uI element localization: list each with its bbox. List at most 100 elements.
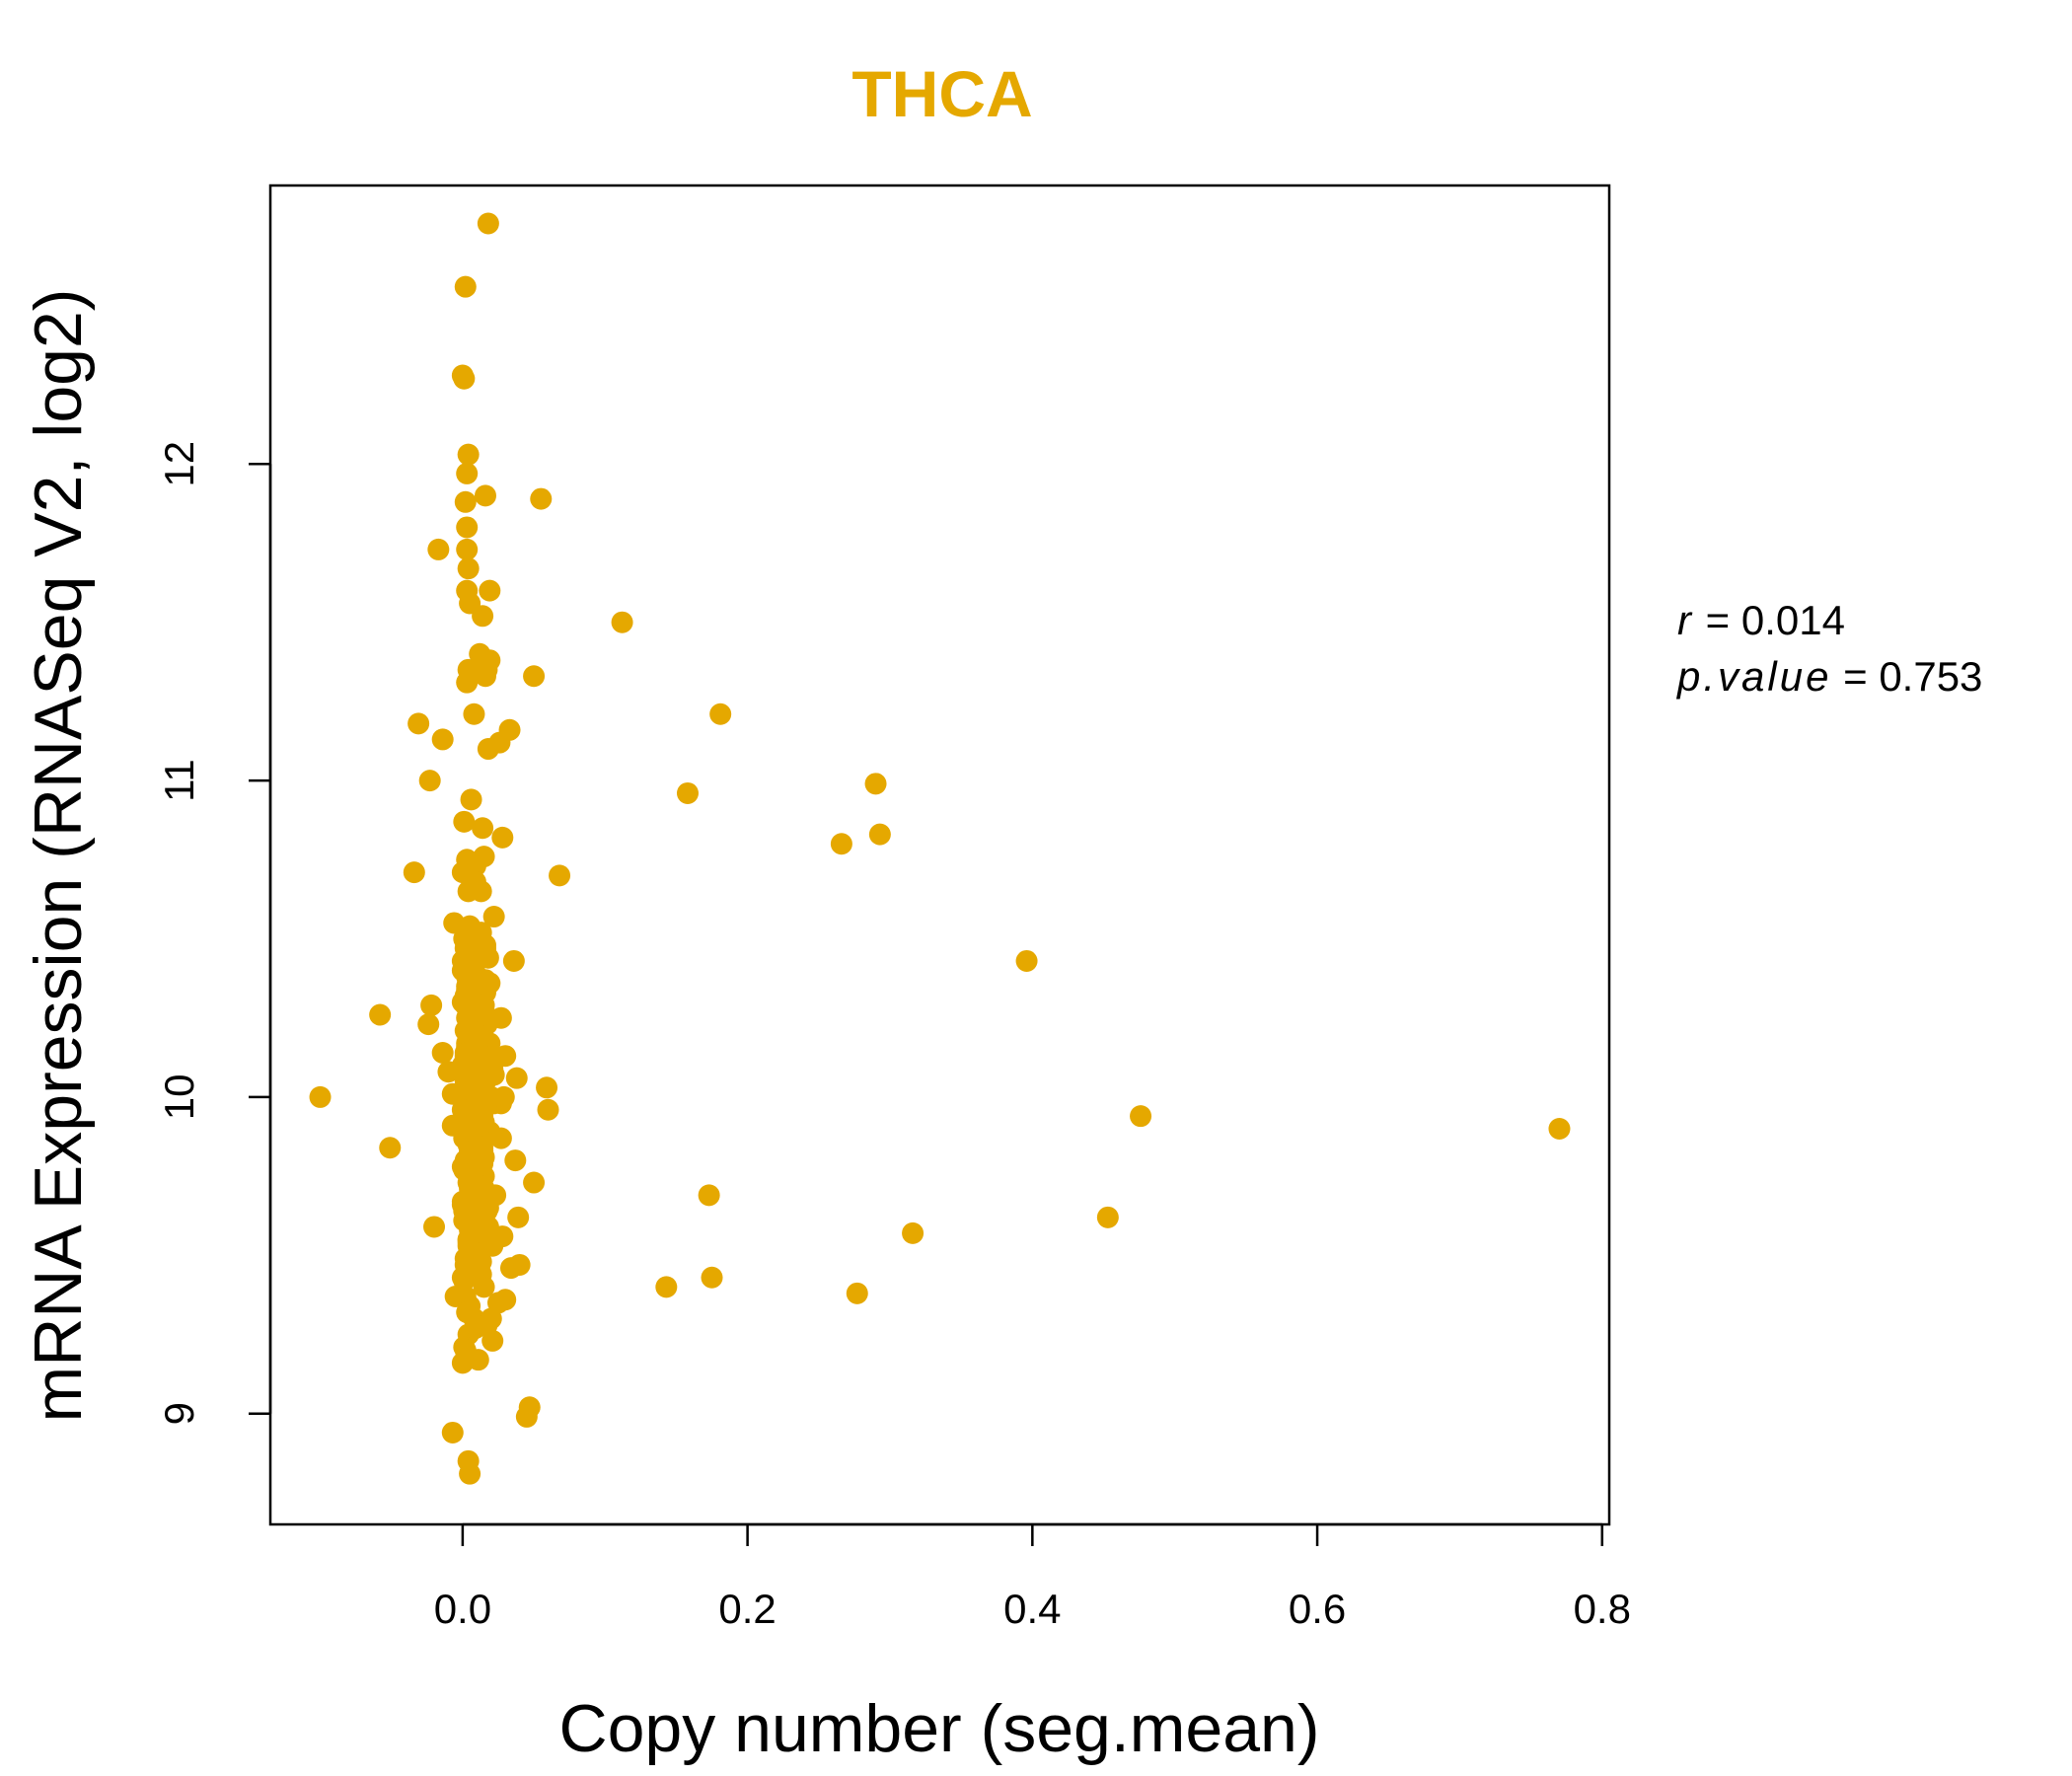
- data-point: [470, 922, 492, 944]
- x-tick-label: 0.0: [434, 1586, 491, 1632]
- data-point: [499, 1257, 522, 1280]
- y-tick-label: 12: [156, 441, 202, 487]
- data-point: [474, 484, 496, 507]
- data-point: [1548, 1117, 1571, 1140]
- data-point: [420, 994, 443, 1016]
- data-point: [530, 487, 553, 510]
- data-point: [460, 1019, 482, 1042]
- data-point: [456, 988, 479, 1010]
- data-point: [505, 1067, 528, 1089]
- data-point: [463, 703, 485, 725]
- p-label: p.value: [1677, 653, 1832, 700]
- data-point: [476, 658, 498, 681]
- data-point: [403, 861, 425, 884]
- data-point: [472, 940, 494, 963]
- x-tick-label: 0.2: [718, 1586, 776, 1632]
- data-point: [457, 443, 480, 466]
- r-value: 0.014: [1740, 597, 1845, 643]
- data-point: [418, 770, 441, 792]
- data-point: [502, 949, 525, 972]
- data-point: [709, 703, 732, 725]
- data-point: [463, 956, 485, 979]
- data-point: [523, 1171, 546, 1194]
- data-point: [549, 864, 571, 887]
- y-tick-label: 11: [156, 759, 202, 802]
- data-point: [453, 367, 476, 390]
- data-point: [868, 823, 891, 846]
- data-point: [441, 1421, 464, 1443]
- data-point: [454, 1051, 477, 1073]
- data-point: [369, 1003, 392, 1026]
- x-tick-label: 0.4: [1003, 1586, 1061, 1632]
- p-value-stat: p.value = 0.753: [1677, 653, 1983, 700]
- data-point: [864, 773, 887, 795]
- chart-title: THCA: [851, 57, 1032, 130]
- data-point: [536, 1076, 558, 1099]
- x-axis: 0.0 0.2 0.4 0.6 0.8: [434, 1522, 1631, 1632]
- data-point: [453, 810, 476, 833]
- data-point: [423, 1216, 446, 1238]
- x-tick-label: 0.8: [1574, 1586, 1631, 1632]
- data-point: [477, 212, 499, 235]
- data-point: [309, 1085, 332, 1108]
- data-point: [453, 1269, 476, 1292]
- data-point: [451, 1352, 474, 1374]
- data-point: [461, 1140, 483, 1162]
- data-point: [655, 1276, 678, 1298]
- data-point: [456, 516, 479, 539]
- data-point: [504, 1149, 527, 1172]
- x-tick-label: 0.6: [1289, 1586, 1346, 1632]
- data-point: [676, 781, 699, 804]
- data-point: [515, 1405, 538, 1428]
- data-point: [379, 1137, 402, 1159]
- data-point: [537, 1098, 559, 1121]
- data-point: [467, 1076, 489, 1099]
- data-point: [456, 462, 479, 484]
- data-point: [474, 1003, 496, 1026]
- data-point: [427, 538, 450, 560]
- y-tick-label: 9: [156, 1402, 202, 1425]
- data-point: [456, 538, 479, 560]
- data-point: [902, 1221, 925, 1244]
- data-point: [472, 605, 494, 628]
- data-point: [491, 826, 514, 849]
- data-point: [454, 275, 477, 298]
- data-point: [431, 1042, 454, 1065]
- data-point: [417, 1013, 440, 1036]
- data-point: [470, 1263, 492, 1286]
- y-axis-label: mRNA Expression (RNASeq V2, log2): [21, 289, 96, 1423]
- data-point: [472, 817, 494, 840]
- data-point: [698, 1184, 720, 1207]
- data-points: [309, 212, 1571, 1485]
- data-point: [459, 1177, 481, 1200]
- data-point: [479, 579, 501, 602]
- data-point: [481, 1329, 504, 1352]
- data-point: [846, 1282, 868, 1304]
- data-point: [1015, 949, 1038, 972]
- data-point: [457, 1449, 480, 1472]
- data-point: [1130, 1105, 1152, 1128]
- data-point: [482, 906, 505, 928]
- data-point: [453, 1210, 476, 1232]
- data-point: [830, 833, 852, 855]
- data-point: [523, 665, 546, 688]
- correlation-stat: r = 0.014: [1677, 597, 1845, 643]
- data-point: [454, 490, 477, 513]
- data-point: [1096, 1206, 1119, 1228]
- data-point: [611, 611, 633, 633]
- r-label: r: [1677, 597, 1694, 643]
- data-point: [456, 671, 479, 694]
- data-point: [457, 1108, 480, 1131]
- data-point: [701, 1266, 723, 1289]
- p-value: 0.753: [1879, 653, 1983, 700]
- y-axis: 9 10 11 12: [156, 441, 272, 1425]
- y-tick-label: 10: [156, 1074, 202, 1121]
- data-point: [431, 728, 454, 751]
- data-point: [407, 712, 430, 735]
- x-axis-label: Copy number (seg.mean): [558, 1691, 1319, 1766]
- data-point: [460, 788, 482, 811]
- data-point: [457, 880, 480, 903]
- data-point: [472, 1045, 494, 1068]
- data-point: [457, 557, 480, 580]
